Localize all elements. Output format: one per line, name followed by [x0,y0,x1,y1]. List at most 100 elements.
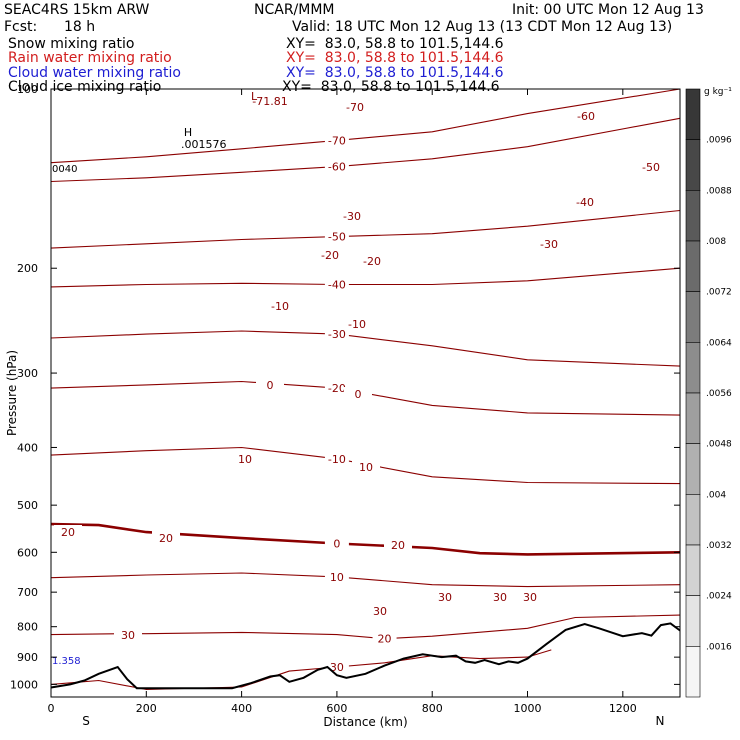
isotherm-extra-label: -20 [363,255,381,268]
isotherm-extra-label: 30 [373,605,387,618]
isotherm-label: 10 [330,571,344,584]
isotherm-extra-label-bg [54,525,82,538]
isotherm-extra-label: 0 [267,379,274,392]
plot-frame [50,88,681,698]
isotherm-extra-label: 10 [359,461,373,474]
x-tick-label: 800 [422,702,443,715]
colorbar-label: .004 [706,490,726,500]
isotherm-extra-label: -71.81 [252,95,287,108]
y-tick-label: 400 [17,441,38,454]
isotherm-extra-label-bg [316,248,344,261]
colorbar-label: .008 [706,237,726,247]
y-tick-label: 900 [17,651,38,664]
x-tick-label: 400 [231,702,252,715]
y-tick-label: 700 [17,586,38,599]
colorbar-label: .0024 [706,592,732,602]
x-tick-label: 1000 [514,702,542,715]
isotherm-label-bg [324,569,349,583]
colorbar-cell [685,342,701,394]
isotherm-extra-label-bg [352,460,380,473]
isotherm-extra-label: 20 [391,539,405,552]
colorbar-cell [685,392,701,444]
isotherm-label: 0 [333,538,340,551]
x-end-label-south: S [82,714,90,728]
colorbar-cell [685,139,701,191]
fcst-value: 18 h [64,19,96,35]
x-tick-label: 0 [48,702,55,715]
isotherm-label-bg [324,381,349,395]
colorbar-label: .0056 [706,389,732,399]
field-cloudice-name: Cloud ice mixing ratio [8,79,162,95]
isotherm-extra-label-bg [535,237,563,250]
colorbar-label: .0072 [706,288,732,298]
isotherm-10 [50,572,681,588]
isotherm-extra-label-bg [266,299,294,312]
isotherm-extra-label: -30 [540,238,558,251]
valid-time: Valid: 18 UTC Mon 12 Aug 13 (13 CDT Mon … [292,19,673,35]
isotherm--60 [50,117,681,183]
colorbar-label: .0016 [706,642,732,652]
isotherm-extra-label-bg [366,604,394,617]
colorbar-cell [685,443,701,495]
isotherm-label: 20 [378,633,392,646]
colorbar-cell [685,544,701,596]
isotherm-extra-label-bg [231,452,259,465]
isotherm-extra-label: -60 [577,110,595,123]
colorbar-label: .0048 [706,440,732,450]
isotherm-label: 30 [330,661,344,674]
isotherm-label: -10 [328,453,346,466]
colorbar-cell [685,240,701,292]
low-label: L [251,90,258,103]
isotherm-label-bg [324,327,349,341]
isotherm-extra-label: -10 [348,318,366,331]
colorbar-label: .0064 [706,338,732,348]
isotherm-label-bg [324,451,349,465]
isotherm-extra-label: -50 [642,161,660,174]
isotherm-extra-label: 20 [61,526,75,539]
isotherm-label-bg [324,133,349,147]
isotherm-20 [50,614,681,640]
isotherm-extra-label-bg [256,94,284,107]
isotherm-extra-label: -20 [321,249,339,262]
colorbar-cell [685,291,701,343]
field-cloudwater-name: Cloud water mixing ratio [8,65,181,81]
isotherm-extra-label: -40 [576,196,594,209]
init-time: Init: 00 UTC Mon 12 Aug 13 [512,2,704,18]
high-value: .001576 [181,138,227,151]
center-title: NCAR/MMM [254,2,335,18]
y-tick-label: 300 [17,367,38,380]
field-snow-name: Snow mixing ratio [8,36,135,52]
isotherm-extra-label: -10 [271,300,289,313]
high-label: H [184,126,192,139]
field-rain-name: Rain water mixing ratio [8,50,172,66]
isotherm-extra-label: 30 [493,591,507,604]
isotherm-label: -30 [328,328,346,341]
isotherm-label: -20 [328,382,346,395]
isotherm-extra-label: 0 [355,388,362,401]
isotherm-extra-label-bg [384,538,412,551]
y-tick-label: 200 [17,262,38,275]
colorbar-label: .0088 [706,186,732,196]
isotherm-extra-label: 30 [523,591,537,604]
isotherm-label-bg [324,159,349,173]
isotherm-extra-label: 20 [159,532,173,545]
colorbar-cell [685,646,701,698]
isotherm-extra-label-bg [343,317,371,330]
isotherm-label: -50 [328,231,346,244]
colorbar-cell [685,190,701,242]
isotherm-extra-label: 30 [121,629,135,642]
x-tick-label: 600 [326,702,347,715]
isotherm-label-bg [324,536,349,550]
y-tick-label: 800 [17,621,38,634]
isotherm-extra-label: -70 [346,101,364,114]
isotherm-extra-label-bg [516,590,544,603]
isotherm-label-bg [324,277,349,291]
colorbar-cell [685,494,701,546]
x-end-label-north: N [656,714,665,728]
x-tick-label: 1200 [609,702,637,715]
isotherm-extra-label: 30 [438,591,452,604]
isotherm-extra-label-bg [256,378,284,391]
isotherm--40 [50,267,681,288]
isotherm-label: -40 [328,279,346,292]
